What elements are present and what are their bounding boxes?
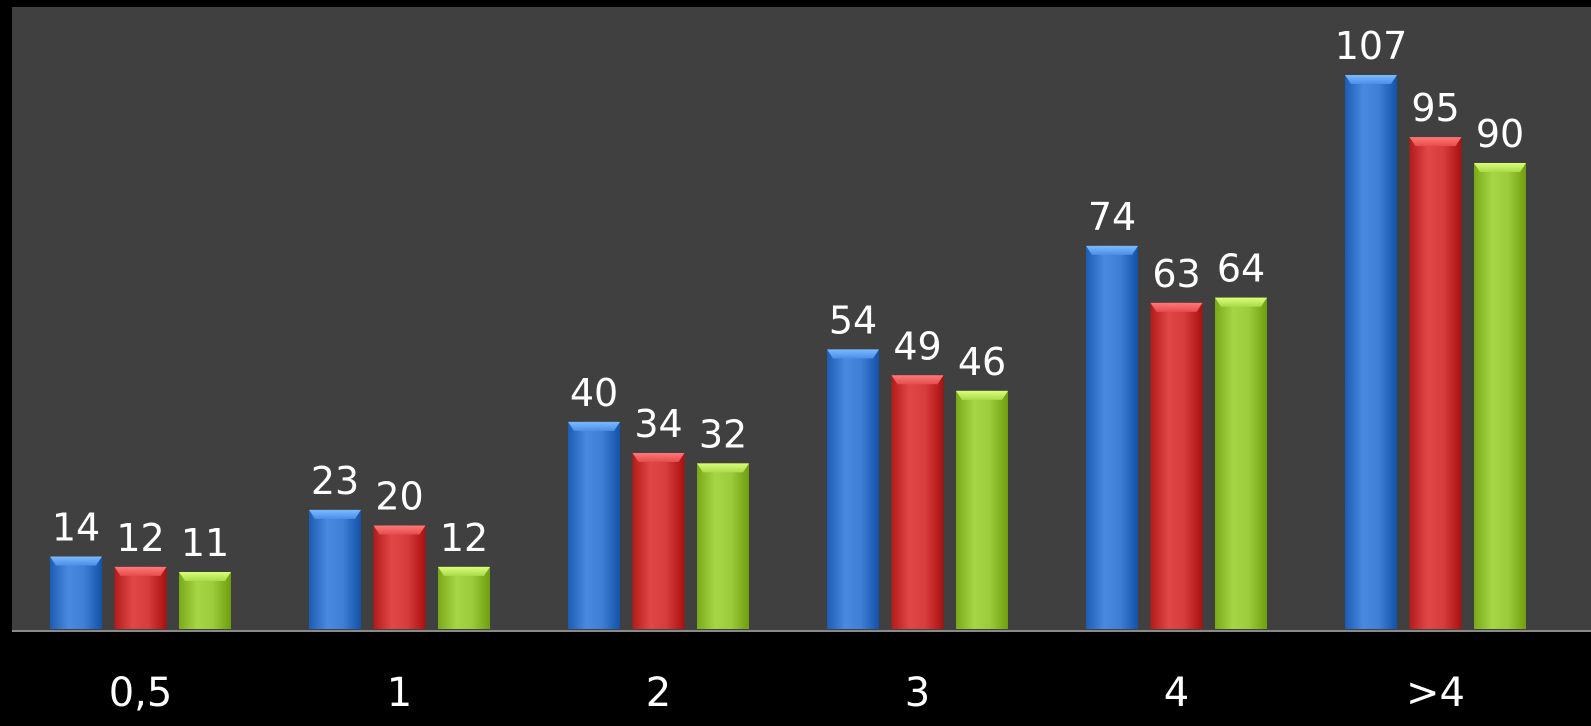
bar-2-3 xyxy=(891,375,944,629)
data-label-3-0: 11 xyxy=(181,521,229,565)
bar-1-3 xyxy=(827,349,879,629)
data-label-1-2: 40 xyxy=(570,371,618,415)
data-label-3-2: 32 xyxy=(699,412,747,456)
data-label-1-4: 74 xyxy=(1088,195,1136,239)
data-label-2-5: 95 xyxy=(1411,86,1459,130)
bar-cap-3-5 xyxy=(1474,163,1526,173)
bar-1-4 xyxy=(1086,245,1138,630)
bar-3-1 xyxy=(438,566,490,629)
data-label-2-4: 63 xyxy=(1152,252,1200,296)
bar-2-2 xyxy=(632,452,685,629)
data-label-1-1: 23 xyxy=(311,459,359,503)
x-tick-label: >4 xyxy=(1406,670,1465,716)
bar-cap-3-2 xyxy=(697,463,749,473)
data-label-3-4: 64 xyxy=(1217,247,1265,291)
bar-cap-1-5 xyxy=(1345,75,1397,84)
bar-1-1 xyxy=(309,509,361,629)
data-label-2-0: 12 xyxy=(116,516,164,560)
x-tick-label: 1 xyxy=(387,670,412,716)
bar-cap-1-3 xyxy=(827,349,879,359)
bar-cap-1-2 xyxy=(568,421,620,431)
bar-2-5 xyxy=(1409,137,1462,629)
plot-area xyxy=(12,7,1591,631)
bar-cap-2-5 xyxy=(1409,137,1462,147)
data-label-1-0: 14 xyxy=(52,506,100,550)
bar-3-2 xyxy=(697,463,749,629)
x-tick-label: 4 xyxy=(1164,670,1189,716)
bar-1-2 xyxy=(568,421,620,629)
bar-cap-1-0 xyxy=(50,556,102,566)
bar-3-4 xyxy=(1215,297,1267,629)
bar-cap-1-4 xyxy=(1086,245,1138,255)
bar-1-0 xyxy=(50,556,102,629)
data-label-2-2: 34 xyxy=(634,402,682,446)
bar-cap-3-1 xyxy=(438,566,490,576)
bar-cap-2-2 xyxy=(632,452,685,462)
x-tick-label: 3 xyxy=(905,670,930,716)
bar-cap-3-0 xyxy=(179,572,231,582)
data-label-1-3: 54 xyxy=(829,298,877,342)
x-axis-tick-labels: 0,5 1 2 3 4 >4 xyxy=(109,670,1465,716)
data-label-3-5: 90 xyxy=(1476,112,1524,156)
data-label-1-5: 107 xyxy=(1335,24,1408,68)
bar-cap-2-4 xyxy=(1150,302,1203,312)
data-label-2-1: 20 xyxy=(375,474,423,518)
data-label-3-3: 46 xyxy=(958,340,1006,384)
bar-cap-2-1 xyxy=(373,525,426,535)
bar-cap-3-4 xyxy=(1215,297,1267,307)
bar-2-1 xyxy=(373,525,426,629)
bars-layer xyxy=(50,75,1526,630)
x-tick-label: 0,5 xyxy=(109,670,173,716)
bar-3-5 xyxy=(1474,163,1526,630)
bar-cap-2-0 xyxy=(114,566,167,576)
data-label-3-1: 12 xyxy=(440,516,488,560)
bar-cap-1-1 xyxy=(309,509,361,519)
bar-cap-2-3 xyxy=(891,375,944,385)
bar-3-3 xyxy=(956,390,1008,629)
bar-cap-3-3 xyxy=(956,390,1008,400)
bar-1-5 xyxy=(1345,75,1397,629)
bar-2-4 xyxy=(1150,302,1203,629)
data-label-2-3: 49 xyxy=(893,324,941,368)
bar-2-0 xyxy=(114,566,167,629)
x-tick-label: 2 xyxy=(646,670,671,716)
bar-3-0 xyxy=(179,572,231,629)
